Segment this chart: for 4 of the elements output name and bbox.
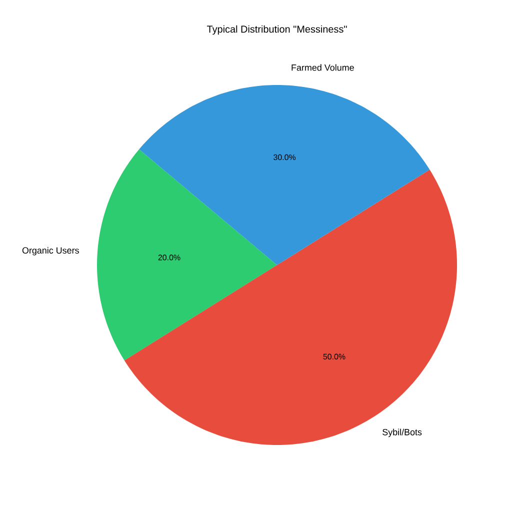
slice-label: Organic Users: [22, 247, 79, 256]
slice-label: Sybil/Bots: [382, 428, 422, 438]
slice-label: Farmed Volume: [292, 64, 354, 71]
chart-title: Typical Distribution "Messiness": [206, 25, 347, 35]
